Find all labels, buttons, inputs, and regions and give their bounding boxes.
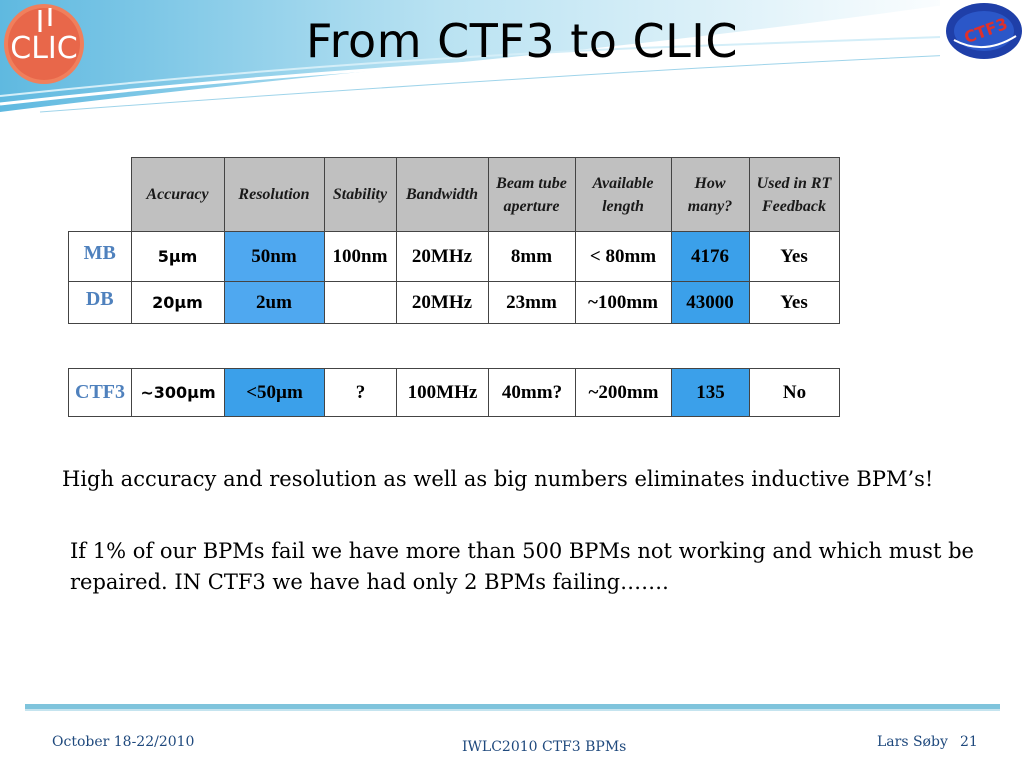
table-row-mb: MB 5µm 50nm 100nm 20MHz 8mm < 80mm 4176 … (68, 231, 840, 282)
footer-date: October 18-22/2010 (52, 734, 195, 750)
footer-event: IWLC2010 CTF3 BPMs (462, 739, 627, 755)
body-text-failures: If 1% of our BPMs fail we have more than… (70, 539, 974, 594)
table-row-db: DB 20µm 2um 20MHz 23mm ~100mm 43000 Yes (68, 281, 840, 324)
header-blank-cell (68, 157, 131, 232)
cell-accuracy: ~300µm (131, 368, 225, 417)
clic-logo: CLIC (4, 4, 84, 84)
header-bandwidth: Bandwidth (395, 157, 489, 232)
table-row-ctf3: CTF3 ~300µm <50µm ? 100MHz 40mm? ~200mm … (68, 368, 840, 417)
cell-aperture: 40mm? (488, 368, 576, 417)
ctf3-logo: CTF3 (940, 0, 1024, 62)
row-label-ctf3: CTF3 (68, 368, 132, 417)
cell-count: 4176 (670, 231, 750, 282)
cell-length: < 80mm (574, 231, 672, 282)
cell-resolution: <50µm (224, 368, 325, 417)
cell-accuracy: 20µm (130, 281, 225, 324)
ctf3-table: CTF3 ~300µm <50µm ? 100MHz 40mm? ~200mm … (68, 368, 840, 417)
cell-feedback: Yes (748, 231, 840, 282)
footer-divider (25, 704, 1000, 711)
svg-text:CLIC: CLIC (10, 31, 77, 66)
header-feedback: Used in RT Feedback (748, 157, 840, 232)
footer-author: Lars Søby (877, 734, 948, 750)
cell-stability: 100nm (323, 231, 397, 282)
header-aperture: Beam tube aperture (487, 157, 576, 232)
cell-length: ~200mm (575, 368, 672, 417)
row-label-mb: MB (68, 231, 132, 282)
bpm-comparison-table: Accuracy Resolution Stability Bandwidth … (68, 157, 840, 324)
cell-stability (323, 281, 397, 324)
cell-stability: ? (324, 368, 397, 417)
header-stability: Stability (323, 157, 397, 232)
header-resolution: Resolution (223, 157, 325, 232)
cell-feedback: No (749, 368, 840, 417)
cell-bandwidth: 20MHz (395, 231, 489, 282)
cell-aperture: 23mm (487, 281, 576, 324)
cell-accuracy: 5µm (130, 231, 225, 282)
header-count: How many? (670, 157, 750, 232)
page-title: From CTF3 to CLIC (306, 14, 738, 68)
cell-length: ~100mm (574, 281, 672, 324)
banner-background (0, 0, 1024, 113)
table-header-row: Accuracy Resolution Stability Bandwidth … (68, 157, 840, 232)
cell-count: 135 (671, 368, 750, 417)
cell-aperture: 8mm (487, 231, 576, 282)
cell-resolution: 2um (223, 281, 325, 324)
header-length: Available length (574, 157, 672, 232)
body-text-accuracy: High accuracy and resolution as well as … (62, 467, 934, 491)
cell-count: 43000 (670, 281, 750, 324)
cell-feedback: Yes (748, 281, 840, 324)
cell-bandwidth: 100MHz (396, 368, 489, 417)
header-accuracy: Accuracy (130, 157, 225, 232)
row-label-db: DB (68, 281, 132, 324)
footer-page-number: 21 (960, 734, 978, 750)
cell-bandwidth: 20MHz (395, 281, 489, 324)
cell-resolution: 50nm (223, 231, 325, 282)
